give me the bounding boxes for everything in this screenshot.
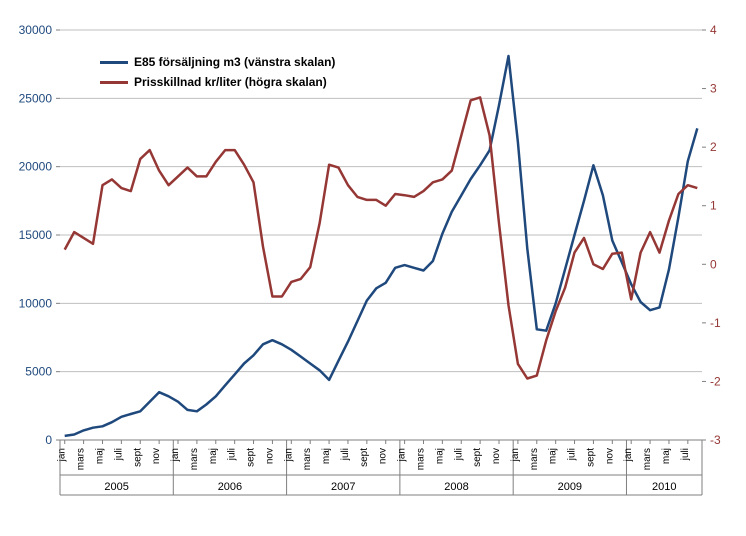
svg-text:mars: mars (189, 448, 200, 470)
legend-item-pris: Prisskillnad kr/liter (högra skalan) (100, 75, 335, 89)
svg-text:2010: 2010 (652, 481, 676, 493)
svg-text:10000: 10000 (19, 296, 53, 310)
svg-text:nov: nov (604, 448, 615, 464)
svg-text:0: 0 (710, 257, 717, 271)
svg-text:juli: juli (227, 448, 238, 461)
svg-text:1: 1 (710, 199, 717, 213)
legend-swatch-e85 (100, 61, 128, 64)
svg-text:2007: 2007 (331, 481, 355, 493)
svg-text:2009: 2009 (558, 481, 582, 493)
svg-text:maj: maj (661, 448, 672, 464)
svg-text:jan: jan (57, 448, 68, 462)
svg-text:2: 2 (710, 140, 717, 154)
svg-text:nov: nov (151, 448, 162, 464)
svg-text:maj: maj (321, 448, 332, 464)
svg-text:nov: nov (491, 448, 502, 464)
svg-text:jan: jan (510, 448, 521, 462)
svg-text:20000: 20000 (19, 160, 53, 174)
svg-text:2006: 2006 (218, 481, 242, 493)
svg-text:2005: 2005 (104, 481, 128, 493)
svg-text:maj: maj (208, 448, 219, 464)
svg-text:25000: 25000 (19, 91, 53, 105)
svg-text:3: 3 (710, 82, 717, 96)
svg-text:maj: maj (548, 448, 559, 464)
legend-label-pris: Prisskillnad kr/liter (högra skalan) (134, 75, 327, 89)
svg-text:-3: -3 (710, 433, 721, 447)
svg-text:juli: juli (680, 448, 691, 461)
svg-text:-2: -2 (710, 374, 721, 388)
svg-text:jan: jan (623, 448, 634, 462)
svg-text:4: 4 (710, 23, 717, 37)
svg-text:sept: sept (472, 448, 483, 467)
svg-text:mars: mars (302, 448, 313, 470)
legend-swatch-pris (100, 81, 128, 84)
chart-container: janmarsmajjuliseptnov2005janmarsmajjulis… (0, 0, 746, 536)
svg-text:30000: 30000 (19, 23, 53, 37)
svg-text:mars: mars (529, 448, 540, 470)
svg-text:jan: jan (397, 448, 408, 462)
svg-text:juli: juli (453, 448, 464, 461)
svg-text:5000: 5000 (25, 365, 52, 379)
svg-text:nov: nov (378, 448, 389, 464)
svg-text:2008: 2008 (444, 481, 468, 493)
svg-text:15000: 15000 (19, 228, 53, 242)
svg-text:jan: jan (283, 448, 294, 462)
legend-item-e85: E85 försäljning m3 (vänstra skalan) (100, 55, 335, 69)
svg-text:0: 0 (45, 433, 52, 447)
legend-label-e85: E85 försäljning m3 (vänstra skalan) (134, 55, 335, 69)
svg-text:nov: nov (264, 448, 275, 464)
svg-text:sept: sept (585, 448, 596, 467)
svg-text:jan: jan (170, 448, 181, 462)
svg-text:sept: sept (359, 448, 370, 467)
legend: E85 försäljning m3 (vänstra skalan) Pris… (100, 55, 335, 95)
svg-text:juli: juli (340, 448, 351, 461)
svg-text:-1: -1 (710, 316, 721, 330)
svg-text:mars: mars (76, 448, 87, 470)
svg-text:sept: sept (132, 448, 143, 467)
svg-text:sept: sept (246, 448, 257, 467)
svg-text:juli: juli (113, 448, 124, 461)
svg-text:mars: mars (415, 448, 426, 470)
svg-text:maj: maj (94, 448, 105, 464)
svg-text:mars: mars (642, 448, 653, 470)
svg-text:maj: maj (434, 448, 445, 464)
svg-text:juli: juli (567, 448, 578, 461)
